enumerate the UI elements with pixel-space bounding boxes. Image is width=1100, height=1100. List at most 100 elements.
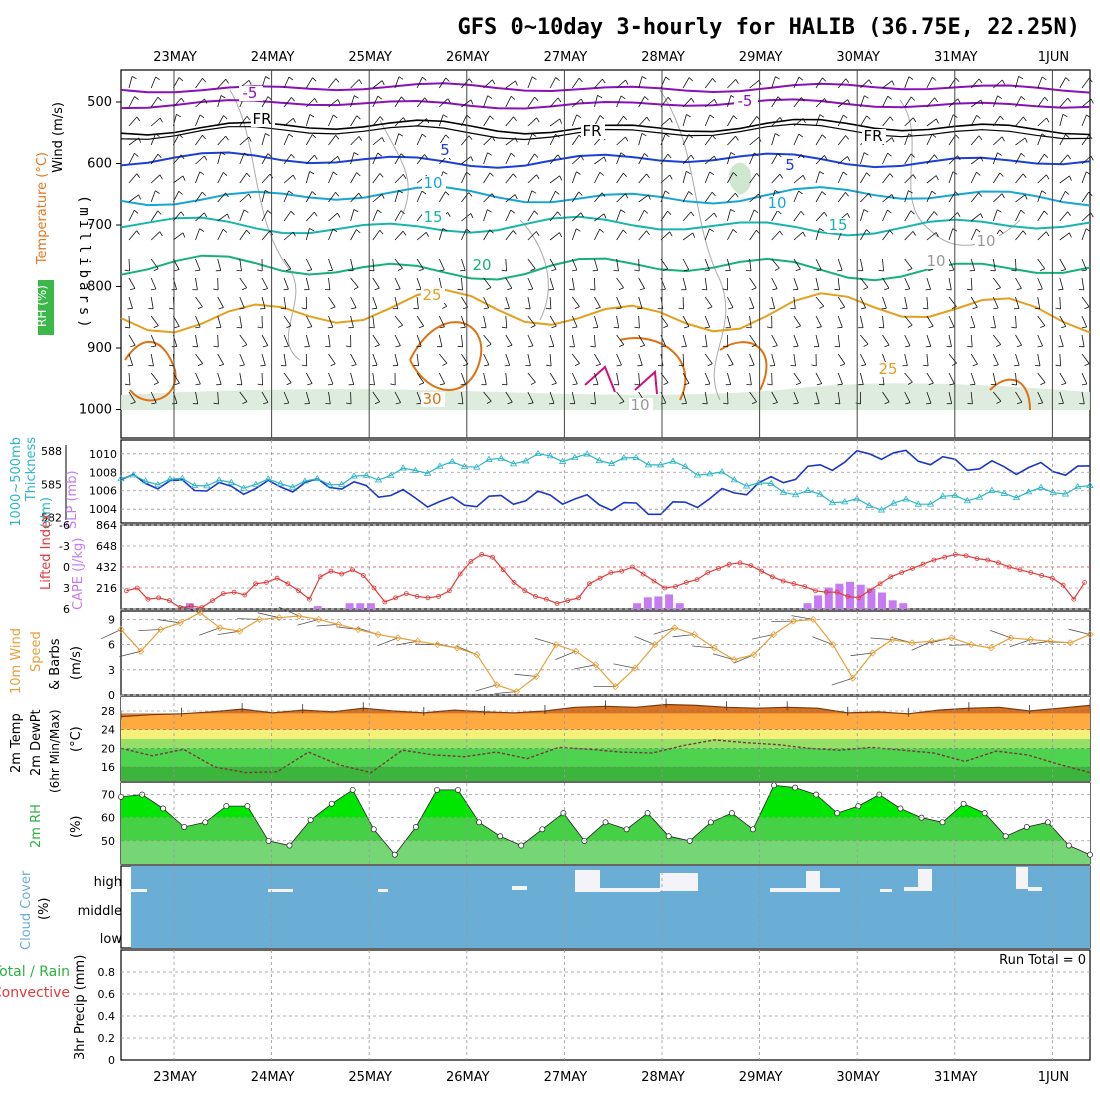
wind-barb <box>394 277 401 289</box>
cape-bar <box>665 594 674 609</box>
li-marker <box>285 581 291 587</box>
wind-barb-flag <box>246 116 251 121</box>
wind-barb-flag <box>616 307 622 310</box>
wind-barb-flag <box>263 402 269 405</box>
wind-barb-flag <box>572 326 578 329</box>
wind-barb-flag <box>555 133 560 138</box>
bottom-date-label: 31MAY <box>934 1070 978 1085</box>
wind-barb <box>704 296 713 308</box>
wind-barb <box>416 154 425 165</box>
wind10-marker <box>928 637 936 645</box>
wind-barb-flag <box>934 154 938 159</box>
wind-barb-flag <box>669 231 673 237</box>
wind-barb <box>328 155 338 165</box>
wind-barb-flag <box>711 191 716 197</box>
wind-barb <box>505 334 513 346</box>
temperature-contour <box>120 123 1091 141</box>
wind-barb-flag <box>1081 383 1087 386</box>
wind-barb-flag <box>413 307 419 310</box>
wind-barb-flag <box>489 172 494 177</box>
wind-barb <box>217 315 222 328</box>
wind-barb <box>217 296 224 308</box>
thickness-marker <box>816 490 824 497</box>
thickness-marker <box>730 476 738 483</box>
wind-barb-flag <box>460 383 466 386</box>
wind-barb <box>261 296 266 309</box>
wind-barb-flag <box>934 97 938 103</box>
thickness-marker <box>166 475 174 482</box>
wind-barb <box>150 210 159 222</box>
wind-barb <box>926 232 937 241</box>
wind-barb-flag <box>1084 363 1090 366</box>
wind-barb <box>217 213 228 222</box>
contour-label: FR <box>582 122 601 140</box>
wind10-barb <box>812 636 834 645</box>
wind-barb-flag <box>967 288 973 291</box>
cape-bar <box>356 603 365 609</box>
wind-barb <box>195 334 198 347</box>
bottom-date-label: 27MAY <box>544 1070 588 1085</box>
wind-barb-flag <box>486 343 492 347</box>
wind-barb <box>682 277 687 290</box>
contour-label-bg <box>629 398 653 413</box>
wind-barb <box>815 228 820 241</box>
wind10-barb <box>278 606 300 617</box>
wind-barb <box>815 114 821 127</box>
rh-contour <box>229 89 301 361</box>
thickness-marker <box>325 481 334 488</box>
wind-barb-flag <box>931 190 937 195</box>
wind-barb-flag <box>733 115 738 120</box>
thickness-marker <box>669 457 677 464</box>
cloud-cover-plot <box>127 866 1090 948</box>
wind-barb-flag <box>1088 134 1093 140</box>
thickness-marker <box>890 499 898 506</box>
temp-tick-label: 16 <box>101 761 115 774</box>
wind-barb <box>860 372 864 385</box>
wind-barb <box>261 391 269 403</box>
wind-barb-flag <box>772 288 778 291</box>
wind-barb-flag <box>722 345 728 348</box>
li-marker <box>1060 582 1066 588</box>
li-marker <box>823 589 829 595</box>
li-marker <box>382 599 388 605</box>
wind-barb <box>239 136 250 146</box>
wind-barb <box>1015 173 1024 184</box>
wind-barb <box>549 353 552 367</box>
li-marker <box>802 584 808 589</box>
wind-barb <box>882 296 887 309</box>
wind-barb <box>1015 76 1019 89</box>
wind-barb <box>970 172 977 184</box>
wind-barb-flag <box>712 78 717 83</box>
thickness-marker <box>215 476 223 483</box>
wind-barb-flag <box>470 99 474 105</box>
wind-barb-flag <box>1024 194 1028 200</box>
wind10-marker <box>750 651 758 659</box>
wind-barb-flag <box>439 326 445 329</box>
wind-barb-flag <box>301 307 307 310</box>
thickness-marker <box>595 456 604 463</box>
wind10-marker <box>137 647 145 655</box>
wind-barb <box>195 78 203 89</box>
wind-barb-flag <box>709 171 715 176</box>
wind-barb-flag <box>713 212 717 218</box>
wind-barb <box>749 116 758 127</box>
wind-barb <box>616 315 620 328</box>
li-marker <box>619 568 625 574</box>
wind-barb-flag <box>749 364 755 367</box>
wind-barb-flag <box>194 269 201 272</box>
wind-barb-flag <box>267 96 272 101</box>
slp-panel-labels: 1000~500mb Thickness (dm) SLP (mb) <box>9 437 80 529</box>
cape-bar <box>888 600 897 610</box>
wind-barb <box>771 391 778 403</box>
wind-barb-flag <box>980 213 984 219</box>
wind-barb <box>704 277 708 290</box>
wind-barb <box>904 174 914 184</box>
temperature-contour <box>120 82 1091 94</box>
wind-barb <box>682 315 690 327</box>
rh-tick-label: 50 <box>101 835 115 848</box>
li-marker <box>511 580 517 585</box>
wind-barb <box>970 213 981 222</box>
wind-barb <box>926 277 931 290</box>
wind-barb <box>992 315 996 328</box>
